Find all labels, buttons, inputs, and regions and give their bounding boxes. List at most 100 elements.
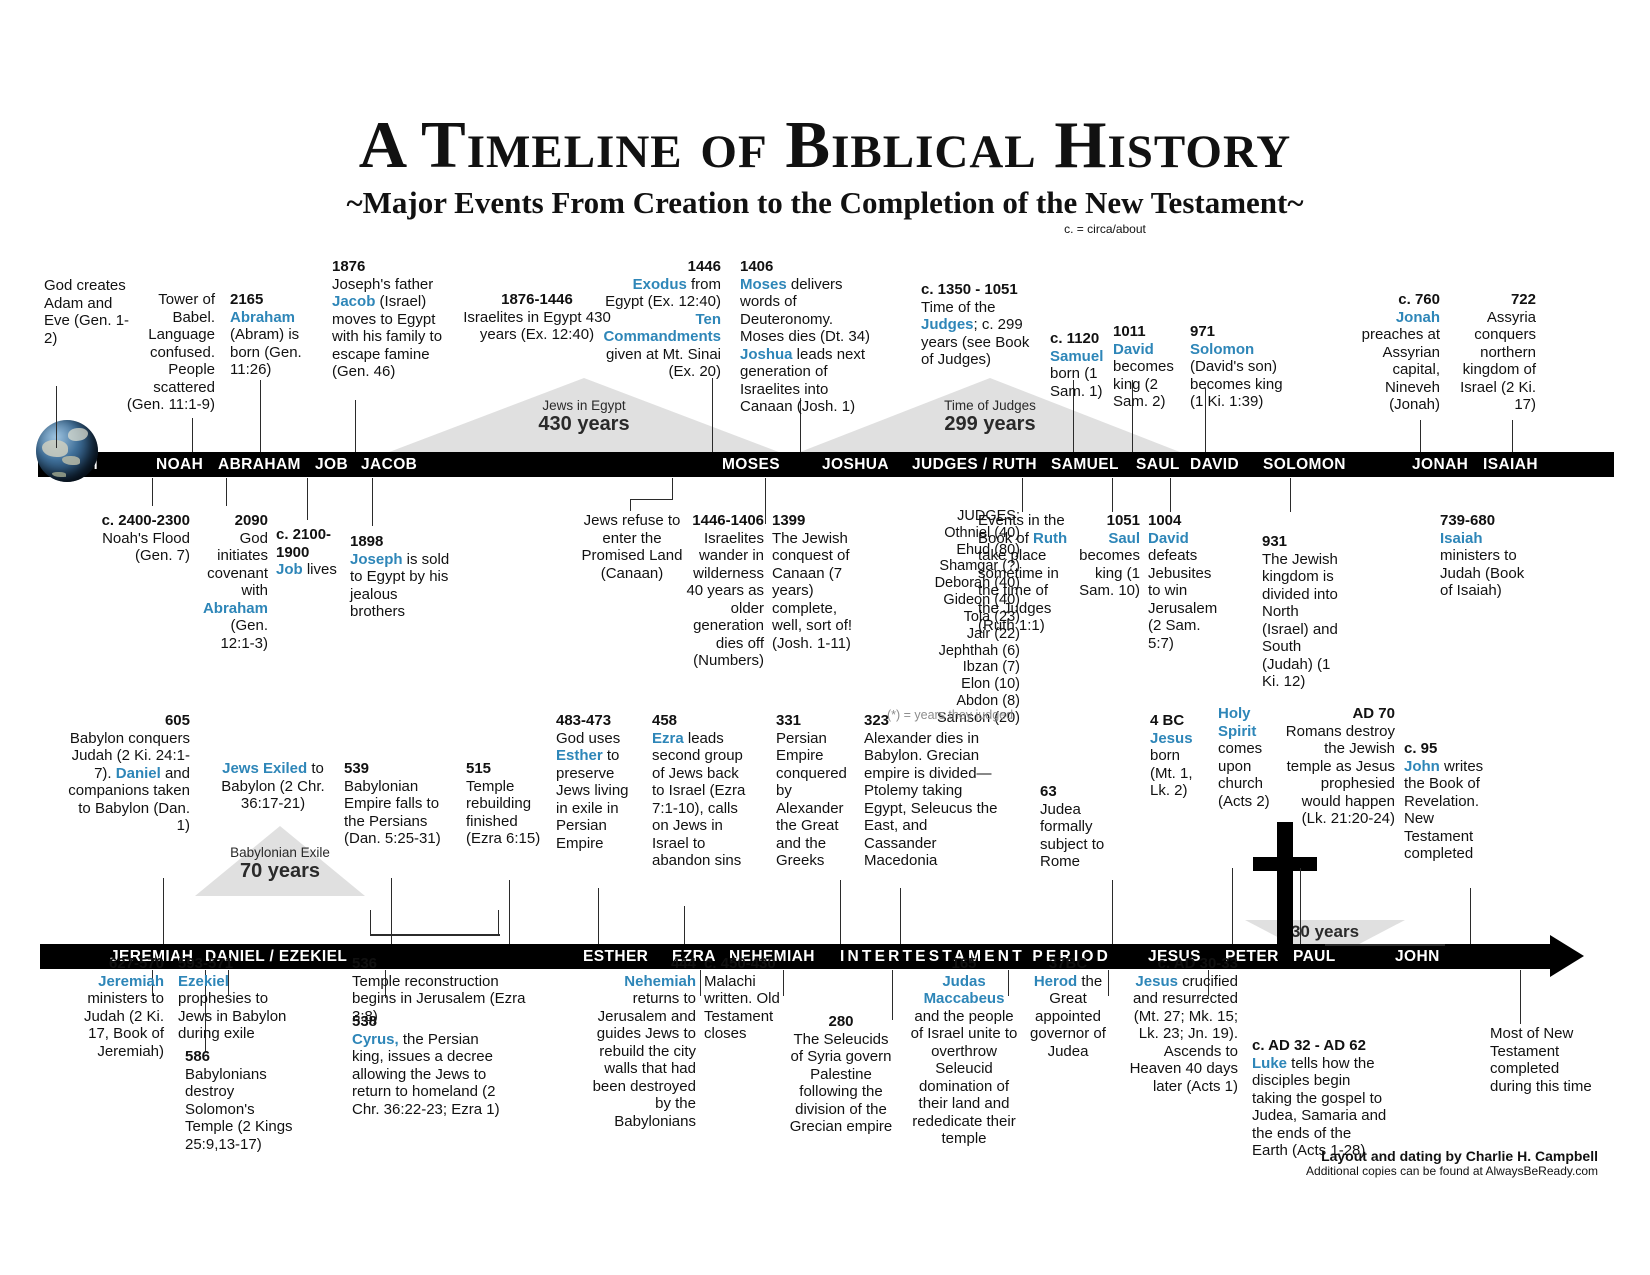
credit-line-2: Additional copies can be found at Always… [1306,1164,1598,1178]
event-year: c. 450-430 [704,955,776,972]
timeline-arrowhead-icon [1550,935,1584,977]
credits-block: Layout and dating by Charlie H. Campbell… [1130,1148,1598,1178]
leader-bracket-right [498,910,500,936]
bar-label-david: DAVID [1190,455,1240,473]
leader-line [684,906,686,944]
event-year: 971 [1190,323,1216,340]
event-moses-deuteronomy: 1406 Moses delivers words of Deuteronomy… [740,258,871,416]
leader-line [1073,380,1075,452]
event-year: 605 [164,712,190,729]
leader-line [1170,478,1172,512]
event-persian-conquered: 331 Persian Empire conquered by Alexande… [776,712,847,870]
event-year: 539 [344,760,370,777]
thirty-years-pointer [1325,944,1445,946]
wedge-babylonian-exile-text: Babylonian Exile 70 years [195,845,365,883]
event-jeremiah-ministry: 627-570 Jeremiah ministers to Judah (2 K… [83,955,164,1060]
wedge-years: 299 years [944,413,1036,436]
leader-line [226,478,228,506]
bar-label-judges-ruth: JUDGES / RUTH [912,455,1037,473]
judges-item: Jair (22) [966,625,1020,642]
event-esther: 483-473 God uses Esther to preserve Jews… [556,712,629,852]
event-year: 280 [828,1013,854,1030]
event-wilderness-wandering: 1446-1406 Israelites wander in wildernes… [686,512,764,670]
bar-label-intertestament-period: INTERTESTAMENT PERIOD [840,947,1112,965]
leader-line [385,970,387,998]
event-david-king: 1011 David becomes king (2 Sam. 2) [1113,323,1174,411]
event-jews-exiled: Jews Exiled to Babylon (2 Chr. 36:17-21) [221,760,325,813]
event-year: 515 [466,760,492,777]
credit-line-1: Layout and dating by Charlie H. Campbell [1321,1148,1598,1164]
wedge-years: 430 years [538,413,630,436]
judges-item: Tola (23) [963,608,1020,625]
bar-label-ezra: EZRA [672,947,716,965]
event-year: 722 [1510,291,1536,308]
leader-line [509,880,511,944]
event-year: 586 [185,1048,211,1065]
leader-line [372,478,374,526]
event-year: c. 1120 [1050,330,1100,347]
event-year: 2090 [234,512,268,529]
event-luke-acts: c. AD 32 - AD 62 Luke tells how the disc… [1252,1037,1387,1160]
timeline-bar-row2: JEREMIAH DANIEL / EZEKIEL ESTHER EZRA NE… [40,944,1550,969]
event-year: c. 95 [1404,740,1438,757]
bar-label-samuel: SAMUEL [1051,455,1119,473]
wedge-label: Babylonian Exile [230,845,330,860]
judges-item: Samson (20) [936,709,1020,726]
bar-label-esther: ESTHER [583,947,649,965]
event-seleucids-palestine: 280 The Seleucids of Syria govern Palest… [789,1013,893,1136]
event-year: 1898 [350,533,384,550]
event-year: 538 [352,1013,378,1030]
event-year: c. 1350 - 1051 [921,281,1018,298]
event-judas-maccabeus: 165 Judas Maccabeus and the people of Is… [910,955,1018,1148]
event-year: 931 [1262,533,1288,550]
event-year: 1051 [1106,512,1140,529]
bar-label-daniel-ezekiel: DANIEL / EZEKIEL [205,947,348,965]
leader-line [1470,888,1472,944]
leader-line [1520,970,1522,1024]
event-year: 458 [652,712,678,729]
judges-item: Elon (10) [961,676,1020,693]
leader-line [1290,478,1292,512]
bar-label-paul: PAUL [1293,947,1336,965]
leader-line [892,970,894,1020]
bar-label-john: JOHN [1395,947,1440,965]
event-year: 627-570 [108,955,164,972]
leader-line [355,400,357,452]
wedge-jews-in-egypt-text: Jews in Egypt 430 years [384,398,784,436]
event-year: 1399 [772,512,806,529]
event-covenant-abraham: 2090 God initiates covenant with Abraham… [202,512,268,652]
event-jews-refuse: Jews refuse to enter the Promised Land (… [576,512,688,582]
event-herod-governor: 37BC Herod the Great appointed governor … [1030,955,1106,1060]
judges-item: Ehud (80) [956,541,1020,558]
leader-line [1108,970,1110,996]
leader-line [1208,970,1210,996]
leader-line [152,970,154,996]
judges-item: Ibzan (7) [962,659,1020,676]
bar-label-saul: SAUL [1136,455,1180,473]
event-holy-spirit: Holy Spirit comes upon church (Acts 2) [1218,705,1270,810]
event-alexander-dies: 323 Alexander dies in Babylon. Grecian e… [864,712,998,870]
leader-line [598,888,600,944]
leader-line [1205,388,1207,452]
event-year: 4 BC [1150,712,1185,729]
event-jonah-nineveh: c. 760 Jonah preaches at Assyrian capita… [1361,291,1440,414]
leader-line [1112,880,1114,944]
event-year: 483-473 [556,712,612,729]
event-year: c. 760 [1398,291,1440,308]
wedge-label: Jews in Egypt [542,398,626,413]
leader-bracket-left [370,910,372,936]
bar-label-jacob: JACOB [361,455,418,473]
event-nt-completed: Most of New Testament completed during t… [1490,1025,1592,1095]
leader-line [900,888,902,944]
judges-item: Gideon (40) [943,592,1020,609]
event-john-revelation: c. 95 John writes the Book of Revelation… [1404,740,1484,863]
judges-item: Othniel (40) [944,524,1020,541]
leader-line [260,380,262,452]
event-year: 444 [670,955,696,972]
bar-label-noah: NOAH [156,455,204,473]
event-year: c. 2100-1900 [276,526,332,561]
event-jesus-crucified: c. AD 30-33 Jesus crucified and resurrec… [1129,955,1238,1095]
leader-line [1512,420,1514,452]
wedge-time-of-judges-text: Time of Judges 299 years [795,398,1185,436]
